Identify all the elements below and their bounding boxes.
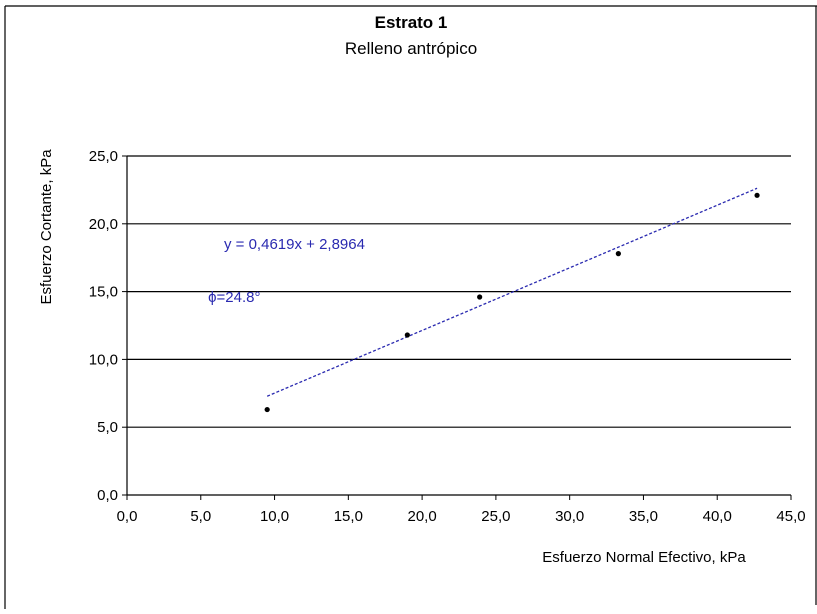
x-tick-label: 0,0 [117,508,138,525]
x-tick-label: 25,0 [481,508,510,525]
chart-title: Estrato 1 [375,13,448,32]
y-tick-label: 0,0 [97,487,118,504]
data-point [477,294,483,300]
data-point [615,251,621,257]
trendline-layer [266,187,758,397]
x-tick-label: 40,0 [703,508,732,525]
x-tick-label: 35,0 [629,508,658,525]
friction-angle-label: ϕ=24.8° [208,289,260,306]
data-points-layer [264,192,760,413]
data-point [754,192,760,198]
y-axis-label: Esfuerzo Cortante, kPa [38,149,55,305]
grid-layer [127,155,791,428]
x-tick-label: 30,0 [555,508,584,525]
x-tick-label: 10,0 [260,508,289,525]
annotation-layer: y = 0,4619x + 2,8964 ϕ=24.8° [208,236,365,306]
y-tick-label: 25,0 [89,148,118,165]
axis-layer [122,155,792,500]
data-point [264,406,270,413]
x-axis-label: Esfuerzo Normal Efectivo, kPa [542,549,746,566]
y-tick-label: 10,0 [89,351,118,368]
data-point [404,332,410,338]
trendline-equation: y = 0,4619x + 2,8964 [224,236,365,253]
x-tick-label: 5,0 [190,508,211,525]
y-tick-label: 5,0 [97,419,118,436]
tick-label-layer: 0,0 5,0 10,0 15,0 20,0 25,0 0,0 5,0 10,0 15,0 20,0… [89,148,806,525]
trendline [266,187,758,397]
y-tick-label: 15,0 [89,284,118,301]
x-tick-label: 20,0 [408,508,437,525]
x-tick-label: 45,0 [776,508,805,525]
chart-subtitle: Relleno antrópico [345,39,477,58]
x-tick-label: 15,0 [334,508,363,525]
y-tick-label: 20,0 [89,216,118,233]
